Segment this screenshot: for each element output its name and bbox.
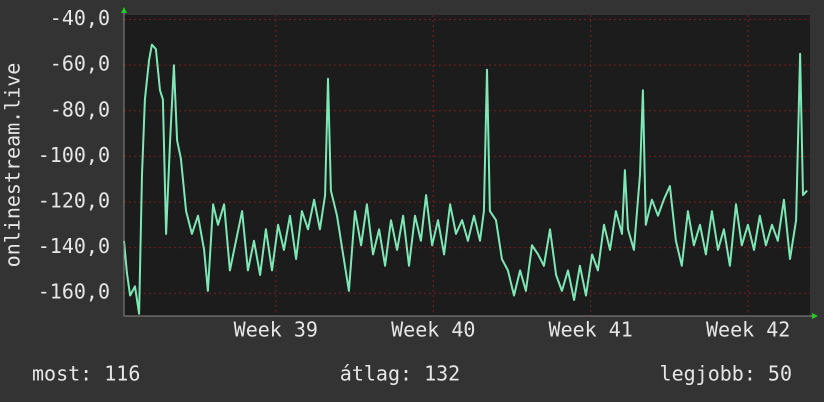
y-tick-label: -60,0 xyxy=(50,52,110,76)
stat-average: átlag: 132 xyxy=(340,362,460,386)
y-tick-label: -100,0 xyxy=(38,143,110,167)
y-tick-label: -80,0 xyxy=(50,97,110,121)
y-axis-arrow xyxy=(121,7,127,13)
plot-area xyxy=(124,15,810,316)
x-tick-label: Week 40 xyxy=(391,318,475,342)
x-tick-label: Week 39 xyxy=(234,318,318,342)
stat-current: most: 116 xyxy=(32,362,140,386)
stat-best: legjobb: 50 xyxy=(660,362,792,386)
x-tick-label: Week 42 xyxy=(706,318,790,342)
x-tick-label: Week 41 xyxy=(549,318,633,342)
y-tick-label: -40,0 xyxy=(50,6,110,30)
x-axis-arrow xyxy=(812,313,818,319)
y-axis-label: onlinestream.live xyxy=(1,63,25,268)
y-tick-label: -120,0 xyxy=(38,188,110,212)
y-tick-label: -140,0 xyxy=(38,234,110,258)
line-series xyxy=(123,43,808,315)
y-tick-label: -160,0 xyxy=(38,280,110,304)
